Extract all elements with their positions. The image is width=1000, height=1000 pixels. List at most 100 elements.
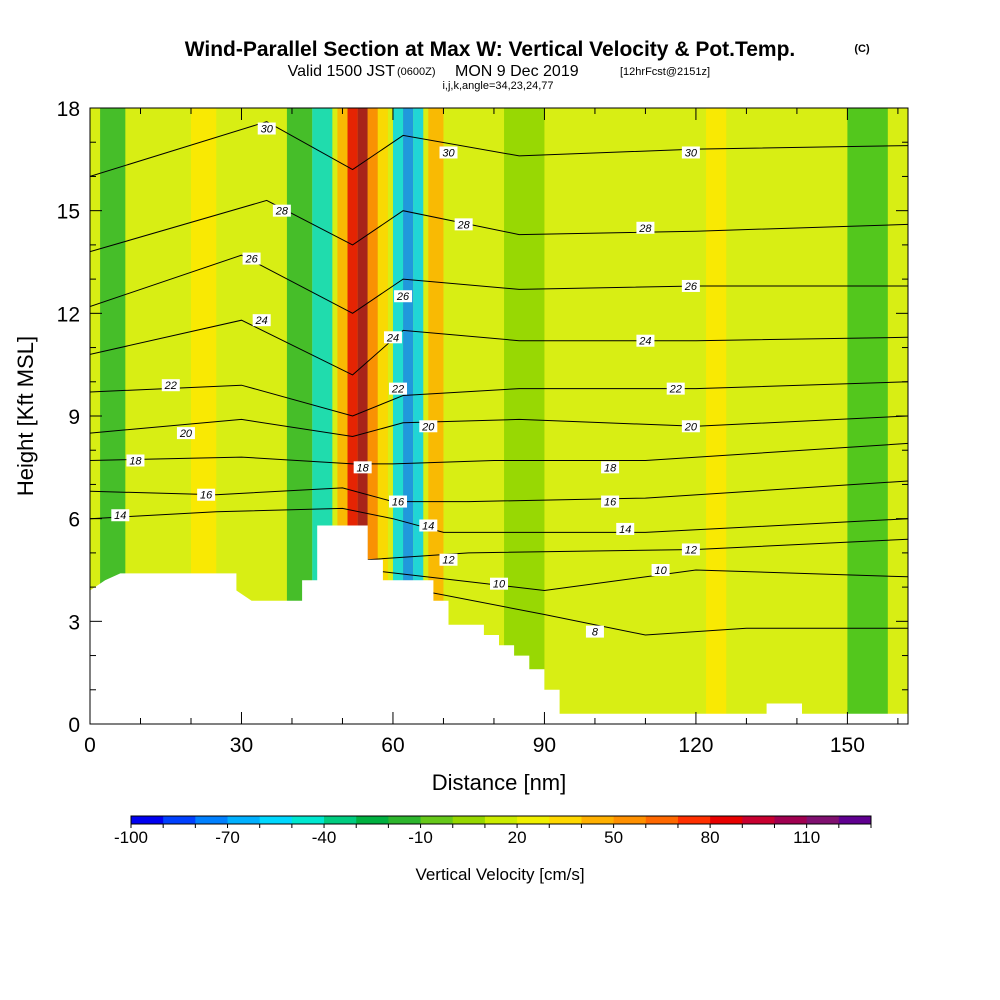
velocity-band-13 bbox=[504, 108, 545, 724]
forecast-info: [12hrFcst@2151z] bbox=[620, 66, 710, 78]
contour-label-10: 10 bbox=[651, 564, 670, 577]
velocity-band-4 bbox=[337, 108, 348, 724]
contour-label-bg bbox=[681, 279, 700, 292]
contour-label-24: 24 bbox=[383, 331, 402, 344]
contour-label-text: 14 bbox=[422, 521, 434, 533]
isotherm-18 bbox=[90, 442, 908, 465]
contour-label-30: 30 bbox=[257, 122, 276, 136]
x-tick-label-60: 60 bbox=[381, 734, 404, 757]
contour-label-bg bbox=[585, 625, 604, 638]
contour-label-bg bbox=[439, 146, 458, 159]
contour-label-20: 20 bbox=[681, 420, 700, 433]
contour-label-text: 20 bbox=[421, 421, 435, 433]
contour-label-text: 22 bbox=[391, 384, 404, 396]
contour-label-8: 8 bbox=[585, 625, 604, 639]
contour-label-bg bbox=[601, 495, 620, 508]
colorbar-swatch-11 bbox=[484, 816, 518, 824]
colorbar-swatch-0 bbox=[131, 816, 164, 824]
contour-label-28: 28 bbox=[636, 221, 655, 235]
isotherm-28 bbox=[90, 199, 908, 253]
x-tick-label-90: 90 bbox=[533, 734, 556, 757]
contour-label-text: 18 bbox=[357, 462, 370, 474]
contour-label-26: 26 bbox=[681, 279, 700, 293]
contour-label-bg bbox=[601, 461, 620, 474]
colorbar-swatch-20 bbox=[774, 816, 808, 824]
valid-date: MON 9 Dec 2019 bbox=[455, 63, 579, 80]
contour-label-text: 20 bbox=[179, 428, 193, 440]
contour-label-text: 30 bbox=[442, 147, 455, 159]
isotherm-10 bbox=[367, 569, 908, 592]
contour-label-bg bbox=[126, 454, 145, 467]
contour-label-text: 24 bbox=[255, 315, 268, 327]
colorbar-swatch-3 bbox=[227, 816, 261, 824]
isotherm-8 bbox=[367, 579, 908, 636]
colorbar-swatch-1 bbox=[163, 816, 196, 824]
contour-label-text: 12 bbox=[685, 544, 697, 556]
contour-label-16: 16 bbox=[389, 495, 408, 509]
x-axis-title: Distance [nm] bbox=[432, 770, 567, 795]
contour-labels: 30 30 30 28 28 28 26 26 26 24 24 24 22 22 22 20 20 20 18 18… bbox=[111, 122, 700, 639]
colorbar-label-5: 50 bbox=[604, 828, 623, 847]
contour-label-bg bbox=[651, 564, 670, 576]
contour-label-bg bbox=[419, 519, 438, 532]
contour-label-text: 14 bbox=[619, 524, 631, 536]
contour-label-bg bbox=[681, 543, 700, 556]
contour-label-bg bbox=[242, 252, 261, 265]
contour-label-text: 12 bbox=[442, 555, 454, 567]
contour-label-bg bbox=[681, 420, 700, 433]
contour-label-14: 14 bbox=[419, 519, 438, 533]
contour-label-text: 10 bbox=[493, 579, 506, 591]
contour-label-10: 10 bbox=[490, 577, 508, 591]
y-tick-label-6: 6 bbox=[68, 509, 80, 532]
colorbar-swatch-19 bbox=[742, 816, 775, 824]
contour-label-30: 30 bbox=[439, 146, 458, 159]
contour-label-22: 22 bbox=[161, 379, 180, 392]
y-tick-label-12: 12 bbox=[57, 303, 80, 326]
contour-label-bg bbox=[389, 382, 408, 395]
contour-label-text: 24 bbox=[638, 336, 651, 348]
colorbar-label-1: -70 bbox=[215, 828, 240, 847]
colorbar-swatch-10 bbox=[452, 816, 486, 824]
colorbar-label-3: -10 bbox=[408, 828, 433, 847]
velocity-band-6 bbox=[357, 108, 368, 724]
isotherm-22 bbox=[90, 381, 908, 417]
contour-label-20: 20 bbox=[176, 427, 195, 440]
contour-label-bg bbox=[666, 382, 685, 395]
contour-label-bg bbox=[176, 427, 195, 440]
contour-label-text: 16 bbox=[200, 490, 213, 502]
isotherm-12 bbox=[367, 538, 908, 561]
contour-label-text: 18 bbox=[129, 455, 142, 467]
contour-label-14: 14 bbox=[616, 522, 635, 536]
contour-label-text: 18 bbox=[604, 462, 617, 474]
colorbar-swatch-18 bbox=[710, 816, 743, 824]
contour-label-text: 26 bbox=[396, 291, 410, 303]
contour-label-bg bbox=[252, 314, 271, 327]
contour-label-12: 12 bbox=[681, 543, 700, 556]
contour-label-bg bbox=[636, 334, 655, 347]
velocity-band-11 bbox=[413, 108, 424, 724]
contour-label-bg bbox=[353, 461, 372, 474]
contour-label-22: 22 bbox=[666, 382, 685, 396]
velocity-band-8 bbox=[377, 108, 388, 724]
isotherm-14 bbox=[90, 507, 908, 533]
y-tick-label-9: 9 bbox=[68, 406, 80, 429]
colorbar-swatch-22 bbox=[838, 816, 872, 824]
y-tick-label-3: 3 bbox=[68, 611, 80, 634]
contour-label-bg bbox=[389, 495, 408, 508]
contour-label-24: 24 bbox=[252, 314, 271, 327]
contour-label-text: 28 bbox=[638, 223, 652, 235]
colorbar-frame bbox=[130, 815, 872, 825]
contour-label-20: 20 bbox=[419, 420, 438, 433]
colorbar-label-4: 20 bbox=[508, 828, 527, 847]
grid-indices: i,j,k,angle=34,23,24,77 bbox=[442, 80, 553, 92]
velocity-band-15 bbox=[847, 108, 888, 724]
contour-label-text: 28 bbox=[275, 206, 289, 218]
contour-label-text: 22 bbox=[164, 380, 177, 392]
colorbar-swatch-4 bbox=[259, 816, 293, 824]
contour-label-bg bbox=[383, 331, 402, 344]
y-axis-title: Height [Kft MSL] bbox=[13, 336, 38, 496]
contour-label-bg bbox=[636, 221, 655, 234]
contour-label-22: 22 bbox=[389, 382, 408, 396]
contour-label-text: 20 bbox=[684, 421, 698, 433]
